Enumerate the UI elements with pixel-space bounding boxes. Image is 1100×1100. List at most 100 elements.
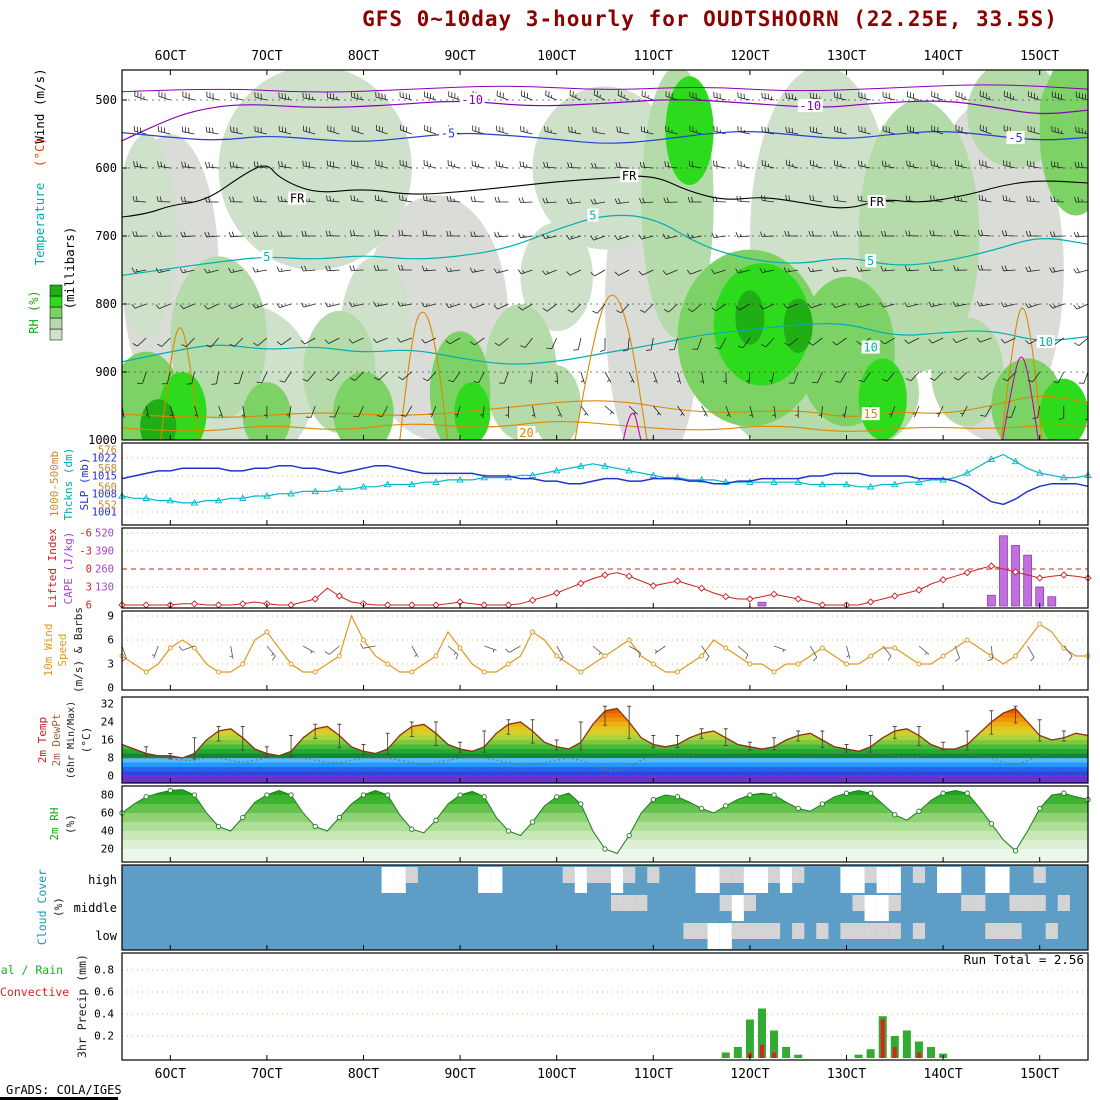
wind-barb [350,371,364,381]
wind-barb [954,159,968,169]
panel-border [121,696,1089,784]
x-tick-label-top: 13OCT [827,49,866,64]
wind-barb [1001,265,1016,272]
wind-barb [1058,406,1065,420]
wind-barb [411,645,419,658]
rh-colorbar-cell [49,306,63,319]
wind-speed-marker [433,653,439,659]
wind-barb [348,301,364,307]
wind-barb [976,337,992,343]
cape-bar [1011,545,1020,607]
wind-barb [372,337,388,343]
wind-barb [760,231,775,237]
contour-FR [122,165,1088,218]
temp-band [122,749,1088,754]
wind-barb [783,303,799,309]
wind-speed-marker [409,669,415,675]
wind-barb [1049,303,1064,309]
wind-barb [137,371,147,384]
thickness-marker [842,480,851,488]
wind-barb [689,125,702,135]
cloud-block-low [1045,923,1058,939]
cloud-block-high [949,867,962,893]
thickness-marker [1060,473,1068,481]
x-tick-label-top: 6OCT [155,49,186,64]
li-marker [722,592,730,601]
slp-line [121,464,1089,506]
slp-thickness-panel: 1022 1015 1008 1001 576 568 560 552 [92,442,1092,526]
wind-barb [652,405,662,416]
wind-barb [151,645,159,659]
wind-barb [300,265,316,272]
wind-barb [397,301,412,307]
wind-barb [641,90,654,101]
cloud-row-label-high: high [88,873,117,887]
wind-barb [480,405,485,418]
thickness-marker [383,480,392,488]
wind-barb [278,160,292,169]
wind-barb [773,645,787,653]
cape-tick-label: 520 [95,527,114,539]
axis-label-precip: 3hr Precip (mm) [75,954,89,1058]
thickness-marker [552,466,561,474]
wind-barb [979,159,992,169]
wind-barb [788,371,799,384]
axis-label-lifted-index: Lifted Index [46,528,59,608]
wind-barb [907,91,920,101]
thickness-marker [987,455,996,462]
contour--10 [122,99,1088,142]
wind-barb [520,337,533,348]
wind-barb [156,196,171,203]
wind-barb [810,159,823,169]
convective-bar [759,1044,764,1058]
axis-label-wind10-3: (m/s) & Barbs [72,607,85,693]
rh-tick-label: 60 [101,807,114,820]
wind-barb [930,195,944,203]
wind-barb [518,303,533,311]
wind-barb [978,194,992,203]
temp-band [122,731,1088,736]
convective-bar [916,1052,921,1058]
wind-barb [1027,125,1040,135]
cloud-block-low [888,923,901,939]
wind-speed-marker [240,661,246,667]
pressure-tick-label: 600 [95,161,117,175]
wind-barb [132,196,147,203]
wind-barb [759,303,775,310]
wind-barb [737,645,749,660]
wind-barb [158,91,171,101]
cloud-block-low [767,923,781,939]
wind-barb [888,405,896,418]
wind-barb [266,645,276,661]
wind-barb [373,301,388,307]
wind-barb [677,405,685,417]
thickness-marker [697,475,706,483]
contour-label: -10 [461,93,483,107]
wind-barb [590,235,606,241]
wind-speed-marker [650,661,656,667]
wind-barb [447,160,461,169]
wind-speed-marker [1013,653,1018,659]
cloud-block-low [792,923,805,939]
contour-label: 5 [263,250,270,264]
minmax-whisker [965,730,970,751]
x-tick-label-bottom: 14OCT [924,1067,963,1082]
wind-barb [735,231,750,238]
panel-border [121,785,1089,863]
rh-marker [1012,848,1019,854]
cloud-block-high [985,867,998,893]
wind-barb [1053,371,1065,383]
contour-label-bg [439,126,458,140]
wind-barb [832,337,847,346]
wind-barb [846,645,851,659]
wind-barb [263,406,268,418]
wind-barb [546,337,558,350]
temp-band [122,780,1088,783]
axis-label-cloud: Cloud Cover [35,869,49,945]
pressure-tick-label: 900 [95,365,117,379]
wind-barb [904,302,920,308]
wind-barb [473,371,485,383]
wind-barb [230,126,243,135]
wind-barb [645,337,654,351]
wind-barb [809,645,818,662]
